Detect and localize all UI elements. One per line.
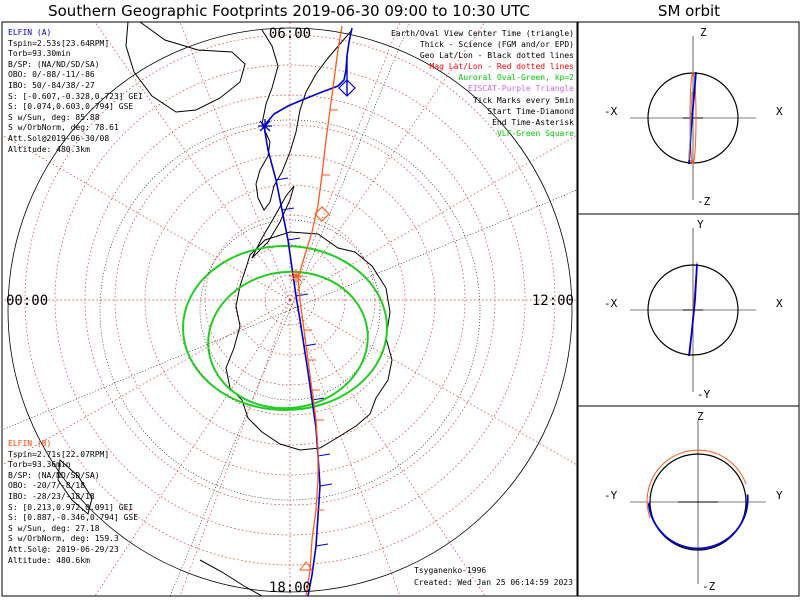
legend-item: Geo Lat/Lon - Black dotted lines bbox=[419, 51, 574, 61]
mlt-label-left: 00:00 bbox=[6, 293, 48, 309]
elfin-a-line: B/SP: (NA/ND/SD/SA) bbox=[8, 59, 100, 69]
legend-item: End Time-Asterisk bbox=[492, 117, 574, 127]
legend-item: EISCAT-Purple Triangle bbox=[468, 84, 574, 94]
elfin-b-title: ELFIN (B) bbox=[8, 439, 52, 448]
elfin-b-line: OBO: -20/7/-8/18 bbox=[8, 481, 86, 491]
orbit-xy-right: X bbox=[776, 297, 783, 310]
elfin-a-line: Att.Sol@2019-06-30/08 bbox=[8, 133, 110, 143]
auroral-oval bbox=[182, 245, 388, 411]
elfin-a-title: ELFIN (A) bbox=[8, 28, 52, 37]
elfin-a-line: S w/OrbNorm, deg: 78.61 bbox=[8, 123, 119, 133]
orbit-xy-left: -X bbox=[604, 297, 618, 310]
orbit-panel-xz: Z -Z -X X bbox=[604, 26, 783, 208]
elfin-b-line: S w/OrbNorm, deg: 159.3 bbox=[8, 534, 119, 544]
elfin-b-line: S w/Sun, deg: 27.18 bbox=[8, 523, 100, 533]
created-label: Created: Wed Jan 25 06:14:59 2023 bbox=[414, 578, 573, 587]
south-america-coast bbox=[255, 29, 353, 211]
map-limb bbox=[7, 27, 573, 593]
orbit-xz-bottom: -Z bbox=[697, 195, 711, 208]
orbit-b-yz bbox=[646, 449, 747, 519]
legend-item: Auroral Oval-Green, kp=2 bbox=[458, 73, 574, 83]
antarctic-peninsula bbox=[251, 185, 295, 259]
orbit-yz-right: Y bbox=[776, 489, 783, 502]
legend-item: Earth/Oval View Center Time (triangle) bbox=[390, 29, 574, 38]
orbit-a-xy bbox=[688, 263, 698, 357]
elfin-b-line: Torb=93.36min bbox=[8, 460, 71, 470]
orbit-b-xz bbox=[689, 71, 697, 165]
mlt-label-bottom: 18:00 bbox=[269, 580, 311, 596]
mlt-label-right: 12:00 bbox=[532, 293, 574, 309]
elfin-b-line: Att.Sol@: 2019-06-29/23 bbox=[8, 544, 119, 554]
elfin-b-line: Tspin=2.71s[22.07RPM] bbox=[8, 449, 110, 459]
elfin-b-line: IBO: -28/23/-18/18 bbox=[8, 491, 95, 501]
orbit-a-yz bbox=[647, 494, 749, 550]
elfin-a-line: Tspin=2.53s[23.64RPM] bbox=[8, 38, 110, 48]
elfin-a-line: Torb=93.30min bbox=[8, 49, 71, 59]
map-frame bbox=[1, 21, 578, 597]
orbit-xz-right: X bbox=[776, 105, 783, 118]
auroral-oval-inner bbox=[207, 270, 369, 410]
orbit-xz-top: Z bbox=[700, 26, 707, 39]
orbit-panel-yz: Z -Z -Y Y bbox=[604, 410, 783, 593]
elfin-b-info: ELFIN (B) Tspin=2.71s[22.07RPM] Torb=93.… bbox=[8, 439, 138, 566]
elfin-a-line: Altitude: 480.3km bbox=[8, 144, 90, 154]
auroral-oval-outer bbox=[182, 245, 388, 411]
orbit-panel-xy: Y -Y -X X bbox=[604, 218, 783, 401]
elfin-b-end-asterisk bbox=[289, 269, 303, 283]
elfin-a-line: S: [-0.607,-0.328,0.723] GEI bbox=[8, 91, 143, 101]
orbit-yz-left: -Y bbox=[604, 489, 618, 502]
australia-coast bbox=[125, 22, 246, 113]
africa-coast bbox=[199, 559, 263, 596]
sm-orbit-panels: Z -Z -X X Y -Y -X X Z -Z bbox=[577, 21, 800, 597]
elfin-b-line: B/SP: (NA/ND/SD/SA) bbox=[8, 470, 100, 480]
legend-item: VLF-Green Square bbox=[496, 128, 574, 138]
new-zealand-coast bbox=[57, 458, 93, 515]
elfin-a-line: OBO: 0/-88/-11/-86 bbox=[8, 70, 95, 80]
orbit-title: SM orbit bbox=[657, 2, 721, 20]
model-label: Tsyganenko-1996 bbox=[414, 566, 487, 575]
orbit-xy-top: Y bbox=[697, 218, 704, 231]
chart-title: Southern Geographic Footprints 2019-06-3… bbox=[48, 2, 530, 20]
elfin-a-line: S w/Sun, deg: 85.88 bbox=[8, 112, 100, 122]
antarctica-coast bbox=[225, 231, 393, 451]
elfin-b-track bbox=[289, 25, 343, 596]
elfin-b-start-diamond bbox=[314, 206, 330, 222]
mag-grid bbox=[2, 22, 577, 596]
elfin-a-info: ELFIN (A) Tspin=2.53s[23.64RPM] Torb=93.… bbox=[8, 28, 143, 155]
orbit-yz-top: Z bbox=[697, 410, 704, 423]
orbit-panel-frame bbox=[577, 21, 800, 597]
mlt-label-top: 06:00 bbox=[269, 26, 311, 42]
legend-item: Tick Marks every 5min bbox=[472, 95, 574, 105]
coastlines bbox=[57, 22, 393, 596]
elfin-a-track bbox=[258, 27, 356, 596]
elfin-b-line: Altitude: 480.6km bbox=[8, 555, 90, 565]
legend-item: Start Time-Diamond bbox=[487, 106, 574, 116]
elfin-b-footprint bbox=[297, 25, 343, 596]
elfin-b-segment-end bbox=[299, 561, 313, 571]
elfin-a-line: IBO: 50/-84/38/-27 bbox=[8, 80, 95, 90]
elfin-b-line: S: [0.213,0.972,0.091] GEI bbox=[8, 502, 134, 512]
orbit-xz-left: -X bbox=[604, 105, 618, 118]
elfin-b-ticks bbox=[304, 109, 338, 511]
elfin-a-footprint bbox=[263, 27, 353, 596]
orbit-xy-bottom: -Y bbox=[697, 388, 711, 401]
elfin-b-line: S: [0.887,-0.346,0.794] GSE bbox=[8, 513, 139, 523]
legend-item: Mag Lat/Lon - Red dotted lines bbox=[429, 62, 575, 72]
orbit-yz-bottom: -Z bbox=[702, 580, 716, 593]
legend: Earth/Oval View Center Time (triangle) T… bbox=[391, 28, 574, 139]
elfin-a-end-asterisk bbox=[258, 119, 272, 133]
elfin-a-line: S: [0.074,0.603,0.794] GSE bbox=[8, 102, 134, 112]
legend-item: Thick - Science (FGM and/or EPD) bbox=[419, 40, 574, 50]
